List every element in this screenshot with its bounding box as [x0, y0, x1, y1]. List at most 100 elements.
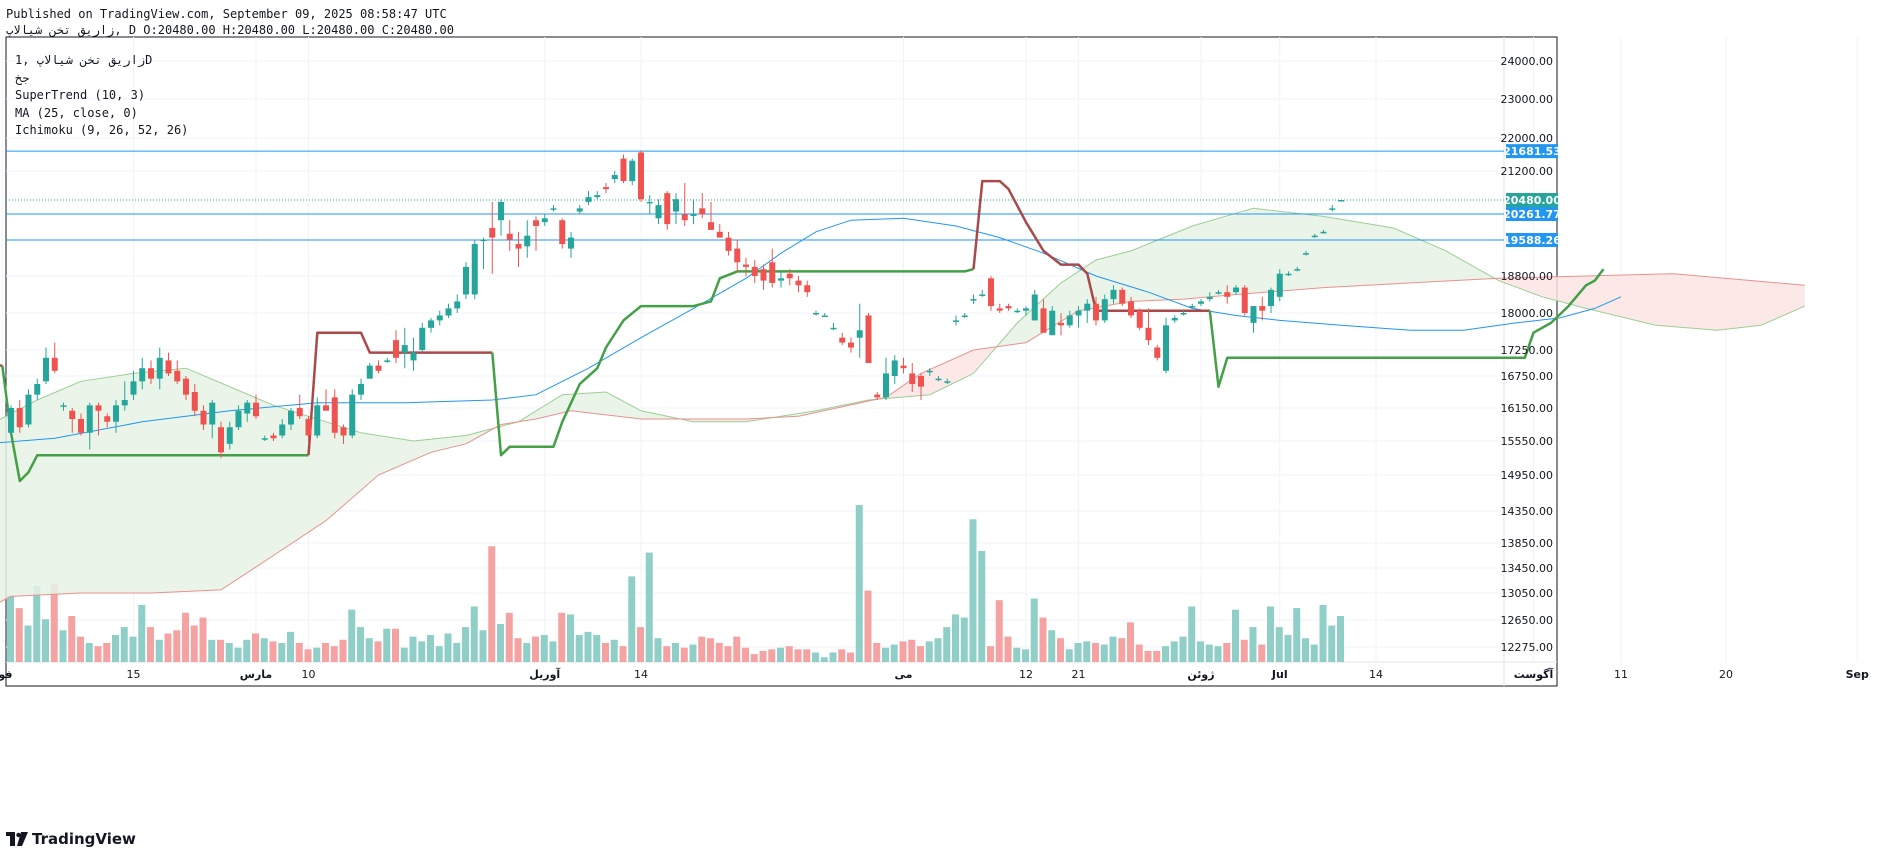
- candle-body[interactable]: [813, 313, 819, 315]
- candle-body[interactable]: [419, 327, 426, 350]
- candle-body[interactable]: [1154, 347, 1161, 358]
- candle-body[interactable]: [769, 262, 776, 283]
- candle-body[interactable]: [174, 370, 181, 382]
- candle-body[interactable]: [1119, 289, 1126, 304]
- candle-body[interactable]: [410, 352, 417, 361]
- candle-body[interactable]: [454, 301, 461, 309]
- candle-body[interactable]: [515, 244, 522, 249]
- candle-body[interactable]: [541, 218, 548, 223]
- candle-body[interactable]: [874, 394, 881, 398]
- candle-body[interactable]: [900, 365, 907, 369]
- candle-body[interactable]: [1294, 269, 1301, 271]
- candle-body[interactable]: [86, 405, 93, 433]
- candle-body[interactable]: [16, 408, 23, 428]
- candle-body[interactable]: [576, 208, 583, 212]
- candle-body[interactable]: [848, 342, 854, 348]
- candle-body[interactable]: [1066, 315, 1073, 326]
- candle-body[interactable]: [445, 308, 452, 316]
- candle-body[interactable]: [323, 405, 329, 411]
- candle-body[interactable]: [778, 278, 784, 281]
- price-badge[interactable]: [1506, 207, 1558, 221]
- candle-body[interactable]: [296, 408, 303, 417]
- candle-body[interactable]: [856, 330, 863, 338]
- candle-body[interactable]: [69, 410, 76, 419]
- legend-ichimoku[interactable]: Ichimoku (9, 26, 52, 26): [15, 123, 189, 137]
- candle-body[interactable]: [1128, 301, 1134, 316]
- candle-body[interactable]: [1241, 287, 1248, 313]
- candle-body[interactable]: [646, 201, 653, 204]
- candle-body[interactable]: [305, 419, 312, 436]
- candle-body[interactable]: [690, 214, 697, 216]
- candle-body[interactable]: [121, 400, 128, 406]
- candle-body[interactable]: [944, 381, 951, 383]
- candle-body[interactable]: [1101, 299, 1108, 321]
- candle-body[interactable]: [699, 208, 706, 215]
- candle-body[interactable]: [60, 405, 67, 407]
- candle-body[interactable]: [996, 308, 1003, 311]
- candle-body[interactable]: [25, 394, 32, 425]
- candle-body[interactable]: [1093, 303, 1099, 321]
- candle-body[interactable]: [288, 410, 294, 425]
- candle-body[interactable]: [480, 239, 487, 242]
- candle-body[interactable]: [751, 266, 758, 276]
- candle-body[interactable]: [629, 160, 636, 182]
- candle-body[interactable]: [1189, 306, 1196, 308]
- candle-body[interactable]: [655, 205, 662, 219]
- candle-body[interactable]: [1014, 310, 1021, 313]
- candle-body[interactable]: [830, 327, 837, 330]
- candle-body[interactable]: [620, 158, 627, 182]
- candle-body[interactable]: [156, 357, 163, 379]
- candle-body[interactable]: [1084, 303, 1091, 311]
- candle-body[interactable]: [235, 410, 242, 428]
- candle-body[interactable]: [1285, 273, 1292, 276]
- candle-body[interactable]: [953, 320, 959, 322]
- candle-body[interactable]: [104, 416, 111, 422]
- candle-body[interactable]: [366, 365, 373, 379]
- candle-body[interactable]: [961, 315, 968, 317]
- candle-body[interactable]: [1338, 200, 1344, 202]
- legend-ma[interactable]: MA (25, close, 0): [15, 105, 138, 120]
- candle-body[interactable]: [1215, 292, 1222, 294]
- candle-body[interactable]: [1171, 317, 1178, 321]
- candle-body[interactable]: [1233, 287, 1239, 293]
- candle-body[interactable]: [533, 220, 539, 227]
- candle-body[interactable]: [331, 397, 338, 433]
- candle-body[interactable]: [594, 195, 601, 198]
- candle-body[interactable]: [270, 435, 277, 439]
- candle-body[interactable]: [918, 376, 924, 387]
- candle-body[interactable]: [1268, 289, 1274, 307]
- candle-body[interactable]: [743, 264, 749, 267]
- candle-body[interactable]: [1110, 289, 1117, 300]
- candle-body[interactable]: [1163, 325, 1169, 371]
- candle-body[interactable]: [1145, 327, 1152, 341]
- candle-body[interactable]: [638, 152, 644, 200]
- candle-body[interactable]: [1136, 310, 1143, 328]
- candle-body[interactable]: [1198, 301, 1204, 304]
- candle-body[interactable]: [1329, 208, 1336, 210]
- candle-body[interactable]: [393, 340, 399, 358]
- candle-body[interactable]: [340, 427, 347, 436]
- candle-body[interactable]: [1180, 313, 1187, 315]
- candle-body[interactable]: [279, 424, 286, 436]
- candle-body[interactable]: [506, 233, 513, 240]
- candle-body[interactable]: [183, 378, 189, 395]
- candle-body[interactable]: [471, 244, 478, 295]
- candle-body[interactable]: [139, 368, 146, 382]
- candle-body[interactable]: [664, 193, 671, 225]
- candle-body[interactable]: [349, 394, 356, 436]
- candle-body[interactable]: [1250, 306, 1257, 323]
- candle-body[interactable]: [865, 315, 872, 363]
- candle-body[interactable]: [113, 405, 119, 422]
- candle-body[interactable]: [51, 357, 58, 371]
- candle-body[interactable]: [130, 381, 137, 395]
- candle-body[interactable]: [1320, 231, 1327, 234]
- candle-body[interactable]: [891, 360, 898, 376]
- candle-body[interactable]: [760, 269, 767, 281]
- candle-body[interactable]: [498, 201, 504, 221]
- candle-body[interactable]: [734, 248, 741, 263]
- candle-body[interactable]: [314, 405, 321, 436]
- candle-body[interactable]: [428, 320, 434, 328]
- candle-body[interactable]: [821, 315, 828, 317]
- candle-body[interactable]: [1276, 273, 1283, 297]
